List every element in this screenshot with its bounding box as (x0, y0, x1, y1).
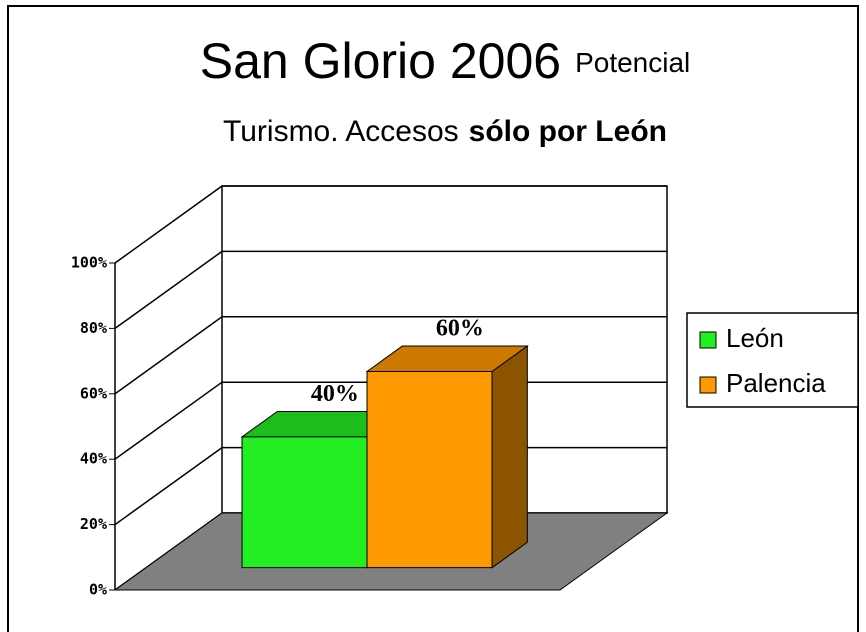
data-label: 40% (311, 381, 359, 407)
grid-line (114, 250, 667, 330)
grid-line (114, 185, 667, 264)
legend-box (686, 312, 859, 408)
y-tick-label: 60% (80, 384, 107, 402)
data-label: 60% (436, 316, 484, 342)
y-tick-label: 40% (80, 450, 107, 468)
y-tick-label: 20% (80, 515, 107, 533)
grid-line (114, 316, 667, 395)
legend-label: León (726, 323, 784, 353)
bar-side (491, 345, 528, 569)
bar (241, 436, 368, 569)
chart-title: San Glorio 2006 Potencial (200, 33, 691, 89)
chart-subtitle: Turismo. Accesos sólo por León (223, 115, 667, 148)
y-tick-label: 0% (89, 581, 107, 599)
legend-label: Palencia (726, 368, 826, 398)
y-tick-label: 100% (71, 254, 107, 272)
legend-swatch (699, 376, 717, 394)
bar (366, 370, 493, 569)
legend-swatch (699, 331, 717, 349)
y-tick-label: 80% (80, 319, 107, 337)
